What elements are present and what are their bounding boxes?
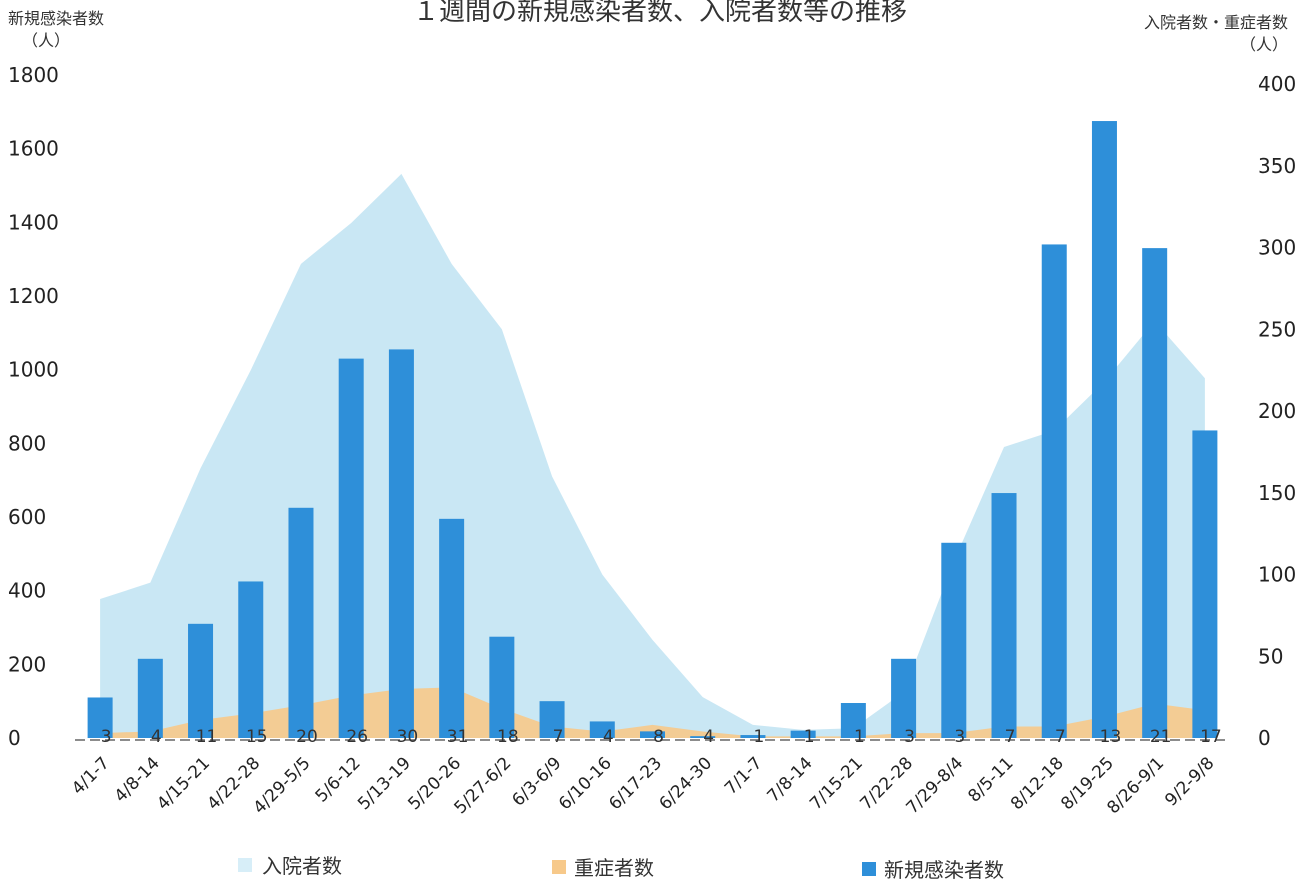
legend-label-severe: 重症者数 — [574, 856, 654, 880]
data-label: 21 — [1150, 727, 1172, 747]
bar-new-cases — [338, 358, 364, 738]
data-label: 7 — [553, 727, 564, 747]
legend-swatch-severe — [552, 860, 566, 874]
bar-new-cases — [87, 697, 113, 738]
right-tick-label: 150 — [1258, 481, 1296, 505]
bar-new-cases — [188, 623, 214, 738]
left-tick-label: 800 — [8, 431, 46, 455]
data-label: 1 — [804, 727, 815, 747]
bar-new-cases — [137, 658, 163, 738]
area-hospitalized — [100, 173, 1205, 739]
data-label: 15 — [246, 727, 268, 747]
x-tick-label: 7/1-7 — [721, 753, 766, 798]
legend: 入院者数 重症者数 新規感染者数 — [238, 854, 1004, 882]
x-tick-label: 9/2-9/8 — [1161, 753, 1218, 810]
legend-swatch-new-cases — [862, 862, 876, 876]
data-label: 3 — [904, 727, 915, 747]
data-labels: 3 4 11 15 20 26 30 31 18 7 4 8 4 1 1 1 3 3 7 7 13 21 17 — [101, 727, 1222, 747]
data-label: 8 — [653, 727, 664, 747]
left-tick-label: 1600 — [8, 137, 59, 161]
x-tick-label: 5/13-19 — [354, 753, 415, 814]
data-label: 13 — [1100, 727, 1122, 747]
data-label: 1 — [754, 727, 765, 747]
bar-new-cases — [840, 703, 866, 738]
data-label: 31 — [447, 727, 469, 747]
bar-new-cases — [1041, 244, 1067, 738]
bar-new-cases — [288, 507, 314, 738]
bar-new-cases — [1142, 248, 1168, 738]
right-tick-label: 50 — [1258, 644, 1283, 668]
right-tick-label: 100 — [1258, 563, 1296, 587]
x-tick-label: 6/17-23 — [605, 753, 666, 814]
right-tick-label: 250 — [1258, 317, 1296, 341]
left-tick-label: 600 — [8, 505, 46, 529]
bar-new-cases — [891, 658, 917, 738]
bar-new-cases — [238, 581, 264, 738]
bar-new-cases — [740, 735, 766, 738]
data-label: 1 — [854, 727, 865, 747]
right-tick-label: 0 — [1258, 726, 1271, 750]
area-severe — [100, 687, 1205, 738]
bar-new-cases — [589, 721, 615, 738]
bar-new-cases — [539, 701, 565, 738]
left-tick-label: 400 — [8, 579, 46, 603]
legend-swatch-hospitalized — [238, 858, 252, 872]
bar-new-cases — [1091, 121, 1117, 738]
x-tick-label: 6/24-30 — [655, 753, 716, 814]
data-label: 26 — [346, 727, 368, 747]
bar-new-cases — [941, 542, 967, 738]
x-tick-label: 4/15-21 — [153, 753, 214, 814]
left-tick-label: 1200 — [8, 284, 59, 308]
left-tick-label: 200 — [8, 652, 46, 676]
right-axis-title: 入院者数・重症者数 — [1144, 13, 1288, 32]
right-tick-label: 400 — [1258, 72, 1296, 96]
bar-new-cases — [1192, 430, 1218, 738]
data-label: 3 — [101, 727, 112, 747]
right-tick-label: 300 — [1258, 236, 1296, 260]
bar-new-cases — [388, 349, 414, 738]
left-axis-ticks: 0 200 400 600 800 1000 1200 1400 1600 1800 — [8, 63, 59, 750]
legend-label-hospitalized: 入院者数 — [262, 854, 342, 878]
legend-label-new-cases: 新規感染者数 — [884, 858, 1004, 882]
data-label: 4 — [703, 727, 714, 747]
right-tick-label: 350 — [1258, 154, 1296, 178]
left-axis-unit: （人） — [22, 31, 70, 50]
x-axis-ticks: 4/1-74/8-144/15-214/22-284/29-5/55/6-125… — [68, 753, 1218, 818]
bar-new-cases — [690, 736, 716, 738]
left-axis-title: 新規感染者数 — [8, 9, 104, 28]
x-tick-label: 6/10-16 — [555, 753, 616, 814]
bar-new-cases — [991, 493, 1017, 738]
left-tick-label: 1800 — [8, 63, 59, 87]
bar-new-cases — [640, 731, 665, 738]
right-axis-ticks: 0 50 100 150 200 250 300 350 400 — [1258, 72, 1296, 750]
data-label: 11 — [196, 727, 218, 747]
bar-new-cases — [790, 730, 816, 738]
data-label: 20 — [296, 727, 318, 747]
right-axis-unit: （人） — [1240, 35, 1288, 54]
bar-new-cases — [489, 636, 515, 738]
data-label: 7 — [1055, 727, 1066, 747]
data-label: 17 — [1200, 727, 1222, 747]
left-tick-label: 1000 — [8, 358, 59, 382]
x-tick-label: 4/1-7 — [68, 753, 113, 798]
chart-title: １週間の新規感染者数、入院者数等の推移 — [413, 0, 907, 27]
bar-series — [87, 121, 1218, 738]
area-series — [100, 173, 1205, 739]
data-label: 4 — [603, 727, 614, 747]
data-label: 3 — [954, 727, 965, 747]
x-tick-label: 8/12-18 — [1007, 753, 1068, 814]
bar-new-cases — [439, 518, 465, 738]
x-tick-label: 7/15-21 — [806, 753, 867, 814]
left-tick-label: 0 — [8, 726, 21, 750]
data-label: 30 — [397, 727, 419, 747]
data-label: 7 — [1005, 727, 1016, 747]
left-tick-label: 1400 — [8, 210, 59, 234]
right-tick-label: 200 — [1258, 399, 1296, 423]
data-label: 4 — [151, 727, 162, 747]
data-label: 18 — [497, 727, 519, 747]
